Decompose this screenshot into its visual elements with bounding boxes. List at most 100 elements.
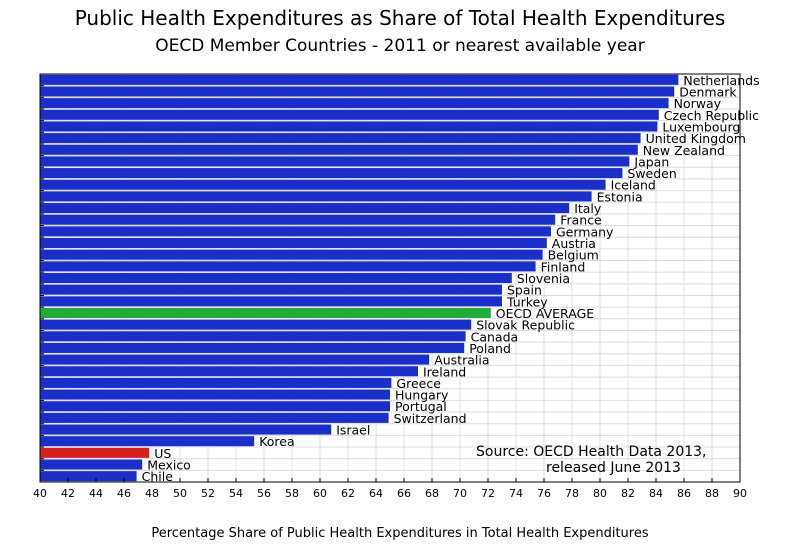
bar-australia: [40, 354, 430, 365]
bar-label-czech-republic: Czech Republic: [664, 108, 759, 123]
x-tick-label: 82: [621, 487, 635, 500]
bar-label-denmark: Denmark: [679, 84, 737, 99]
bar-label-norway: Norway: [674, 96, 722, 111]
bar-hungary: [40, 389, 390, 400]
bar-label-portugal: Portugal: [395, 399, 447, 414]
bar-france: [40, 214, 556, 225]
bar-label-austria: Austria: [552, 236, 596, 251]
bar-label-poland: Poland: [469, 341, 511, 356]
bar-label-italy: Italy: [574, 201, 602, 216]
bar-israel: [40, 424, 332, 435]
bar-korea: [40, 436, 255, 447]
bar-label-japan: Japan: [633, 154, 669, 169]
x-tick-label: 80: [593, 487, 607, 500]
bar-label-switzerland: Switzerland: [394, 411, 467, 426]
bar-label-ireland: Ireland: [423, 364, 466, 379]
bar-label-france: France: [560, 213, 602, 228]
bar-label-australia: Australia: [434, 353, 489, 368]
bar-czech-republic: [40, 109, 659, 120]
x-tick-label: 40: [33, 487, 47, 500]
x-tick-label: 56: [257, 487, 271, 500]
x-tick-label: 70: [453, 487, 467, 500]
x-tick-label: 68: [425, 487, 439, 500]
x-tick-label: 50: [173, 487, 187, 500]
bar-label-greece: Greece: [396, 376, 441, 391]
x-tick-label: 60: [313, 487, 327, 500]
x-tick-label: 42: [61, 487, 75, 500]
x-tick-label: 88: [705, 487, 719, 500]
bar-switzerland: [40, 412, 389, 423]
bar-label-oecd-average: OECD AVERAGE: [496, 306, 594, 321]
bar-italy: [40, 203, 570, 214]
bar-us: [40, 447, 150, 458]
bars: [40, 74, 679, 482]
bar-label-iceland: Iceland: [611, 178, 656, 193]
bar-estonia: [40, 191, 592, 202]
bar-label-chile: Chile: [142, 469, 174, 484]
bar-poland: [40, 342, 465, 353]
bar-label-finland: Finland: [541, 259, 586, 274]
bar-label-canada: Canada: [471, 329, 519, 344]
x-axis-label: Percentage Share of Public Health Expend…: [151, 526, 649, 541]
x-tick-label: 48: [145, 487, 159, 500]
bar-label-spain: Spain: [507, 283, 542, 298]
chart-title: Public Health Expenditures as Share of T…: [74, 6, 726, 30]
bar-sweden: [40, 168, 623, 179]
x-tick-label: 54: [229, 487, 243, 500]
bar-spain: [40, 284, 502, 295]
x-tick-label: 78: [565, 487, 579, 500]
bar-japan: [40, 156, 630, 167]
bar-iceland: [40, 179, 606, 190]
x-tick-label: 90: [733, 487, 747, 500]
bar-ireland: [40, 366, 418, 377]
bar-denmark: [40, 86, 675, 97]
bar-label-mexico: Mexico: [147, 458, 191, 473]
plot-frame: [39, 73, 741, 483]
bar-united-kingdom: [40, 133, 641, 144]
bar-turkey: [40, 296, 502, 307]
chart-subtitle: OECD Member Countries - 2011 or nearest …: [155, 36, 645, 56]
bar-chile: [40, 471, 137, 482]
bar-slovak-republic: [40, 319, 472, 330]
bar-portugal: [40, 401, 390, 412]
bar-norway: [40, 98, 669, 109]
bar-label-luxembourg: Luxembourg: [662, 119, 740, 134]
source-note-line2: released June 2013: [546, 460, 681, 476]
x-tick-label: 46: [117, 487, 131, 500]
bar-label-estonia: Estonia: [597, 189, 643, 204]
x-tick-label: 44: [89, 487, 103, 500]
x-tick-label: 86: [677, 487, 691, 500]
x-tick-label: 66: [397, 487, 411, 500]
bar-label-slovak-republic: Slovak Republic: [476, 318, 575, 333]
bar-label-us: US: [154, 446, 171, 461]
bar-label-israel: Israel: [336, 423, 370, 438]
bar-canada: [40, 331, 466, 342]
x-tick-label: 52: [201, 487, 215, 500]
bar-label-slovenia: Slovenia: [517, 271, 570, 286]
bar-belgium: [40, 249, 543, 260]
bar-label-belgium: Belgium: [548, 248, 599, 263]
bar-label-united-kingdom: United Kingdom: [646, 131, 746, 146]
x-tick-label: 76: [537, 487, 551, 500]
bar-germany: [40, 226, 551, 237]
x-tick-label: 58: [285, 487, 299, 500]
bar-label-new-zealand: New Zealand: [643, 143, 725, 158]
x-tick-label: 62: [341, 487, 355, 500]
bar-label-germany: Germany: [556, 224, 614, 239]
source-note-line1: Source: OECD Health Data 2013,: [476, 444, 707, 460]
bar-austria: [40, 238, 547, 249]
x-axis-ticks: 40 42 44 46 48 50 52 54 56 58 60 62 64 66 68 70 72 74 76 78…: [33, 73, 747, 500]
bar-finland: [40, 261, 536, 272]
bar-luxembourg: [40, 121, 658, 132]
bar-label-korea: Korea: [259, 434, 294, 449]
bar-label-netherlands: Netherlands: [683, 73, 759, 88]
bar-label-hungary: Hungary: [395, 388, 449, 403]
bar-oecd-average: [40, 307, 491, 318]
bar-label-turkey: Turkey: [506, 294, 548, 309]
x-tick-label: 84: [649, 487, 663, 500]
bar-new-zealand: [40, 144, 638, 155]
x-tick-label: 64: [369, 487, 383, 500]
x-tick-label: 74: [509, 487, 523, 500]
